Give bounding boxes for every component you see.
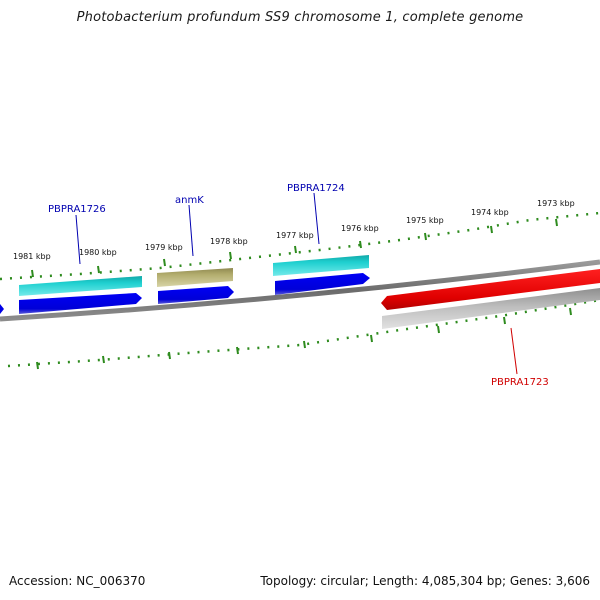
scale-label: 1978 kbp [210,237,248,246]
gene-anmK-feature[interactable] [157,268,233,287]
label-leader-line [510,327,518,375]
label-leader-line [188,204,194,257]
scale-major-tick [31,269,34,278]
scale-major-tick [163,258,166,267]
scale-label: 1977 kbp [276,231,314,240]
label-leader-line [313,192,320,245]
lower-scale [7,298,600,370]
scale-major-tick [555,218,558,227]
upper-scale: 1981 kbp 1980 kbp 1979 kbp 1978 kbp 1977… [0,199,600,281]
scale-label: 1974 kbp [471,208,509,217]
scale-label: 1976 kbp [341,224,379,233]
scale-major-tick [503,316,506,325]
genome-summary-text: Topology: circular; Length: 4,085,304 bp… [260,574,590,588]
gene-PBPRA1724-feature[interactable] [273,255,369,276]
chromosome-backbone [0,259,600,322]
scale-major-tick [370,334,373,343]
gene-label-PBPRA1724[interactable]: PBPRA1724 [287,183,345,194]
scale-major-tick [102,355,105,364]
cds-feature[interactable] [19,293,142,314]
gene-PBPRA1723-feature[interactable] [381,269,600,310]
label-leader-line [75,214,81,265]
map-title: Photobacterium profundum SS9 chromosome … [76,10,524,25]
scale-major-tick [569,307,572,316]
scale-major-tick [168,351,171,360]
gene-label-PBPRA1726[interactable]: PBPRA1726 [48,204,106,215]
accession-text: Accession: NC_006370 [9,574,146,588]
scale-major-tick [303,340,306,349]
scale-major-tick [424,232,427,241]
scale-major-tick [437,325,440,334]
gene-label-PBPRA1723[interactable]: PBPRA1723 [491,377,549,388]
scale-major-tick [229,251,232,260]
gene-PBPRA1726-feature[interactable] [19,276,142,296]
scale-label: 1979 kbp [145,243,183,252]
upper-scale-dotted-line [0,211,600,281]
scale-major-tick [490,225,493,234]
scale-major-tick [97,265,100,274]
cds-feature[interactable] [158,286,234,304]
gene-label-anmK[interactable]: anmK [175,195,204,206]
scale-major-tick [294,245,297,254]
scale-label: 1973 kbp [537,199,575,208]
scale-label: 1981 kbp [13,252,51,261]
scale-major-tick [359,240,362,249]
scale-major-tick [236,346,239,355]
cds-feature[interactable] [0,304,4,314]
cds-feature[interactable] [275,273,370,295]
gene-PBPRA1723-companion-feature[interactable] [382,288,600,329]
scale-label: 1975 kbp [406,216,444,225]
scale-major-tick [36,361,39,370]
scale-label: 1980 kbp [79,248,117,257]
